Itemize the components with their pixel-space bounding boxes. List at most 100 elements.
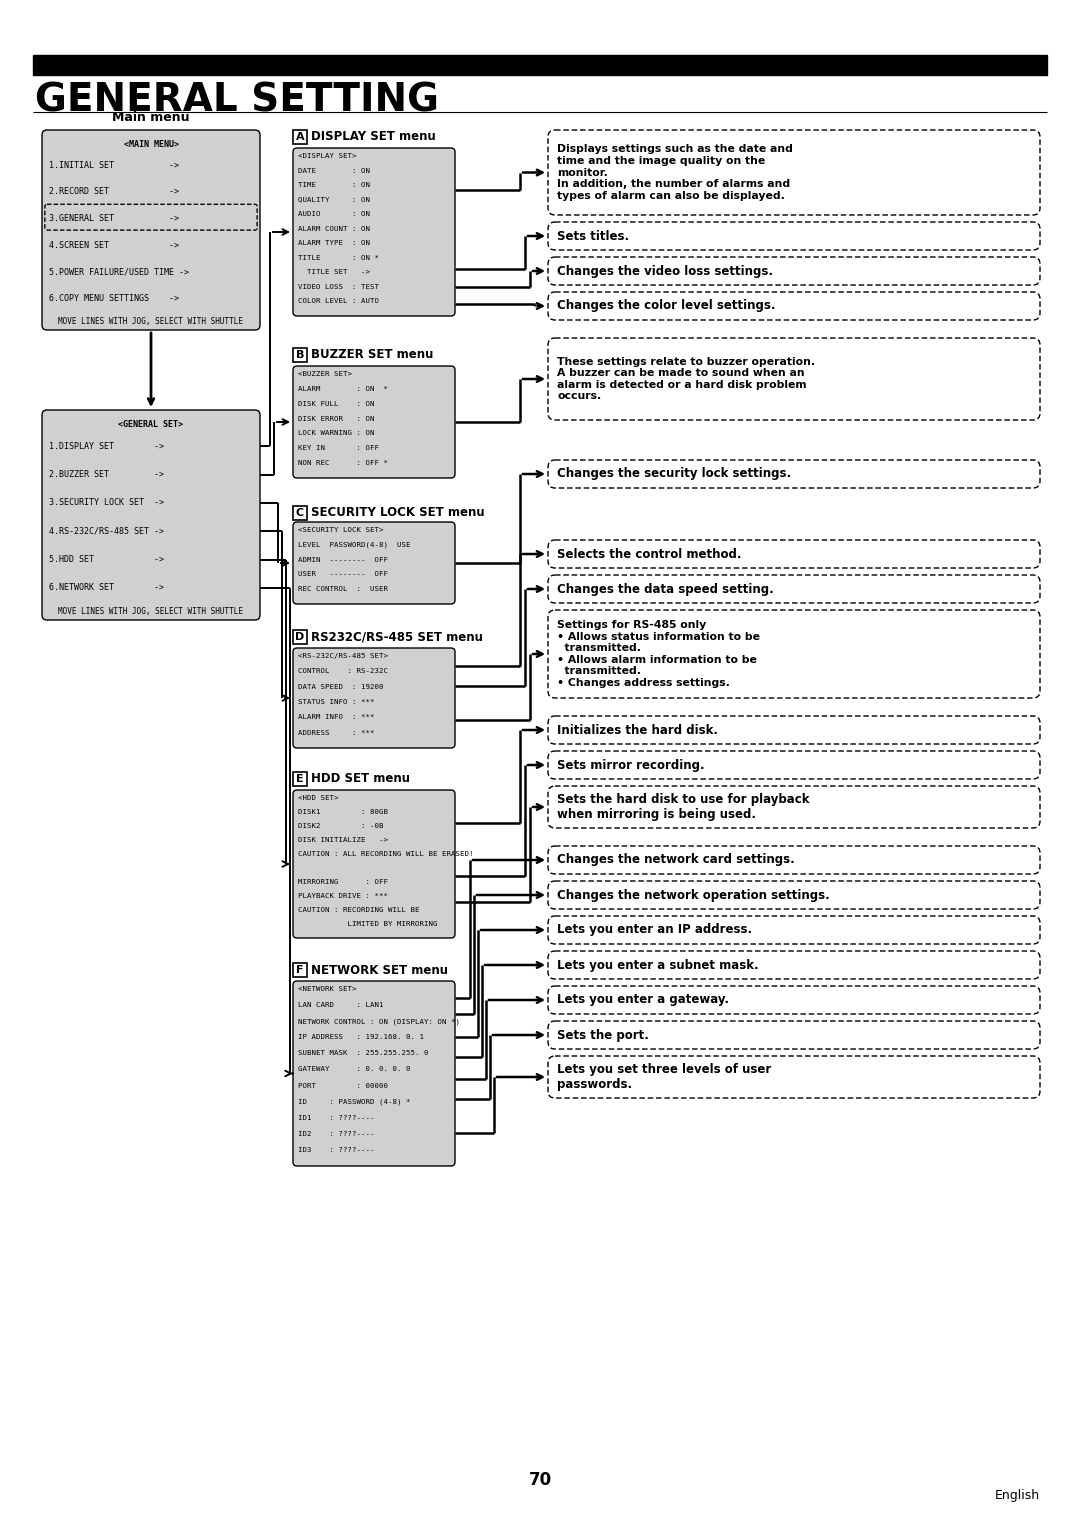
FancyBboxPatch shape bbox=[42, 410, 260, 620]
Text: Sets titles.: Sets titles. bbox=[557, 229, 630, 243]
Text: English: English bbox=[995, 1488, 1040, 1502]
Text: LIMITED BY MIRRORING: LIMITED BY MIRRORING bbox=[298, 921, 437, 927]
Text: 2.BUZZER SET         ->: 2.BUZZER SET -> bbox=[49, 471, 164, 478]
Text: 4.RS-232C/RS-485 SET ->: 4.RS-232C/RS-485 SET -> bbox=[49, 527, 164, 536]
Text: PLAYBACK DRIVE : ***: PLAYBACK DRIVE : *** bbox=[298, 892, 388, 898]
FancyBboxPatch shape bbox=[45, 205, 257, 231]
Text: B: B bbox=[296, 350, 305, 361]
Text: NETWORK SET menu: NETWORK SET menu bbox=[311, 964, 448, 976]
Text: Lets you set three levels of user
passwords.: Lets you set three levels of user passwo… bbox=[557, 1063, 771, 1091]
FancyBboxPatch shape bbox=[548, 257, 1040, 286]
Text: F: F bbox=[296, 966, 303, 975]
Text: 1.INITIAL SET           ->: 1.INITIAL SET -> bbox=[49, 160, 179, 170]
Text: ID2    : ????----: ID2 : ????---- bbox=[298, 1131, 375, 1137]
Text: Changes the network operation settings.: Changes the network operation settings. bbox=[557, 888, 829, 902]
Text: LOCK WARNING : ON: LOCK WARNING : ON bbox=[298, 431, 375, 437]
FancyBboxPatch shape bbox=[293, 790, 455, 938]
Text: 4.SCREEN SET            ->: 4.SCREEN SET -> bbox=[49, 241, 179, 251]
FancyBboxPatch shape bbox=[548, 130, 1040, 215]
Text: Displays settings such as the date and
time and the image quality on the
monitor: Displays settings such as the date and t… bbox=[557, 144, 793, 200]
Text: DISK2         : -0B: DISK2 : -0B bbox=[298, 824, 383, 830]
Text: A: A bbox=[296, 131, 305, 142]
Text: SECURITY LOCK SET menu: SECURITY LOCK SET menu bbox=[311, 506, 485, 520]
Text: PORT         : 00000: PORT : 00000 bbox=[298, 1082, 388, 1088]
Text: ID     : PASSWORD (4-8) *: ID : PASSWORD (4-8) * bbox=[298, 1099, 410, 1105]
Text: Sets the hard disk to use for playback
when mirroring is being used.: Sets the hard disk to use for playback w… bbox=[557, 793, 810, 821]
FancyBboxPatch shape bbox=[548, 986, 1040, 1015]
Text: TITLE SET   ->: TITLE SET -> bbox=[298, 269, 370, 275]
Text: ADDRESS     : ***: ADDRESS : *** bbox=[298, 730, 375, 735]
Text: 5.POWER FAILURE/USED TIME ->: 5.POWER FAILURE/USED TIME -> bbox=[49, 267, 189, 277]
FancyBboxPatch shape bbox=[548, 539, 1040, 568]
FancyBboxPatch shape bbox=[293, 148, 455, 316]
Text: <DISPLAY SET>: <DISPLAY SET> bbox=[298, 153, 356, 159]
Text: MOVE LINES WITH JOG, SELECT WITH SHUTTLE: MOVE LINES WITH JOG, SELECT WITH SHUTTLE bbox=[58, 316, 243, 325]
Text: Changes the network card settings.: Changes the network card settings. bbox=[557, 854, 795, 866]
Text: REC CONTROL  :  USER: REC CONTROL : USER bbox=[298, 587, 388, 593]
Text: DATE        : ON: DATE : ON bbox=[298, 168, 370, 174]
FancyBboxPatch shape bbox=[548, 575, 1040, 604]
Text: 1.DISPLAY SET        ->: 1.DISPLAY SET -> bbox=[49, 442, 164, 451]
Text: DISPLAY SET menu: DISPLAY SET menu bbox=[311, 130, 435, 144]
Text: HDD SET menu: HDD SET menu bbox=[311, 773, 410, 785]
Text: LEVEL  PASSWORD(4-8)  USE: LEVEL PASSWORD(4-8) USE bbox=[298, 542, 410, 549]
FancyBboxPatch shape bbox=[548, 610, 1040, 698]
Text: NETWORK CONTROL : ON (DISPLAY: ON *): NETWORK CONTROL : ON (DISPLAY: ON *) bbox=[298, 1018, 460, 1025]
Bar bbox=[293, 630, 307, 643]
Text: RS232C/RS-485 SET menu: RS232C/RS-485 SET menu bbox=[311, 631, 483, 643]
Text: Lets you enter a subnet mask.: Lets you enter a subnet mask. bbox=[557, 958, 758, 972]
FancyBboxPatch shape bbox=[548, 222, 1040, 251]
Text: <GENERAL SET>: <GENERAL SET> bbox=[119, 420, 184, 429]
Text: <SECURITY LOCK SET>: <SECURITY LOCK SET> bbox=[298, 527, 383, 533]
Text: IP ADDRESS   : 192.168. 0. 1: IP ADDRESS : 192.168. 0. 1 bbox=[298, 1034, 424, 1041]
FancyBboxPatch shape bbox=[293, 367, 455, 478]
Text: AUDIO       : ON: AUDIO : ON bbox=[298, 211, 370, 217]
FancyBboxPatch shape bbox=[548, 338, 1040, 420]
FancyBboxPatch shape bbox=[293, 981, 455, 1166]
Text: ID3    : ????----: ID3 : ????---- bbox=[298, 1148, 375, 1154]
Text: NON REC      : OFF *: NON REC : OFF * bbox=[298, 460, 388, 466]
FancyBboxPatch shape bbox=[548, 785, 1040, 828]
Text: Changes the video loss settings.: Changes the video loss settings. bbox=[557, 264, 773, 278]
Text: CAUTION : RECORDING WILL BE: CAUTION : RECORDING WILL BE bbox=[298, 908, 419, 914]
Text: 70: 70 bbox=[528, 1471, 552, 1488]
FancyBboxPatch shape bbox=[293, 523, 455, 604]
FancyBboxPatch shape bbox=[548, 915, 1040, 944]
Text: DISK1         : 80GB: DISK1 : 80GB bbox=[298, 808, 388, 814]
Text: CAUTION : ALL RECORDING WILL BE ERASED!: CAUTION : ALL RECORDING WILL BE ERASED! bbox=[298, 851, 473, 857]
Text: <HDD SET>: <HDD SET> bbox=[298, 795, 338, 801]
Text: Sets mirror recording.: Sets mirror recording. bbox=[557, 758, 704, 772]
Text: KEY IN       : OFF: KEY IN : OFF bbox=[298, 445, 379, 451]
Text: D: D bbox=[295, 633, 305, 642]
FancyBboxPatch shape bbox=[548, 292, 1040, 319]
Text: GENERAL SETTING: GENERAL SETTING bbox=[35, 83, 438, 121]
Text: ALARM COUNT : ON: ALARM COUNT : ON bbox=[298, 226, 370, 232]
Text: <RS-232C/RS-485 SET>: <RS-232C/RS-485 SET> bbox=[298, 652, 388, 659]
Text: STATUS INFO : ***: STATUS INFO : *** bbox=[298, 698, 375, 704]
Bar bbox=[293, 506, 307, 520]
Bar bbox=[293, 130, 307, 144]
Text: 6.COPY MENU SETTINGS    ->: 6.COPY MENU SETTINGS -> bbox=[49, 295, 179, 303]
FancyBboxPatch shape bbox=[548, 950, 1040, 979]
Text: TITLE       : ON *: TITLE : ON * bbox=[298, 255, 379, 261]
Text: Main menu: Main menu bbox=[112, 112, 190, 124]
Text: Changes the security lock settings.: Changes the security lock settings. bbox=[557, 468, 792, 480]
Text: Changes the color level settings.: Changes the color level settings. bbox=[557, 299, 775, 313]
Text: E: E bbox=[296, 775, 303, 784]
Text: C: C bbox=[296, 507, 305, 518]
FancyBboxPatch shape bbox=[293, 648, 455, 749]
Text: 2.RECORD SET            ->: 2.RECORD SET -> bbox=[49, 188, 179, 197]
FancyBboxPatch shape bbox=[548, 460, 1040, 487]
Text: TIME        : ON: TIME : ON bbox=[298, 182, 370, 188]
Text: 3.SECURITY LOCK SET  ->: 3.SECURITY LOCK SET -> bbox=[49, 498, 164, 507]
Text: ALARM INFO  : ***: ALARM INFO : *** bbox=[298, 714, 375, 720]
Text: GATEWAY      : 0. 0. 0. 0: GATEWAY : 0. 0. 0. 0 bbox=[298, 1067, 410, 1073]
Text: Initializes the hard disk.: Initializes the hard disk. bbox=[557, 723, 718, 736]
Text: ID1    : ????----: ID1 : ????---- bbox=[298, 1115, 375, 1120]
Text: COLOR LEVEL : AUTO: COLOR LEVEL : AUTO bbox=[298, 298, 379, 304]
Text: <MAIN MENU>: <MAIN MENU> bbox=[123, 141, 178, 150]
Text: 3.GENERAL SET           ->: 3.GENERAL SET -> bbox=[49, 214, 179, 223]
Text: CONTROL    : RS-232C: CONTROL : RS-232C bbox=[298, 668, 388, 674]
Bar bbox=[293, 963, 307, 976]
Text: MOVE LINES WITH JOG, SELECT WITH SHUTTLE: MOVE LINES WITH JOG, SELECT WITH SHUTTLE bbox=[58, 607, 243, 616]
